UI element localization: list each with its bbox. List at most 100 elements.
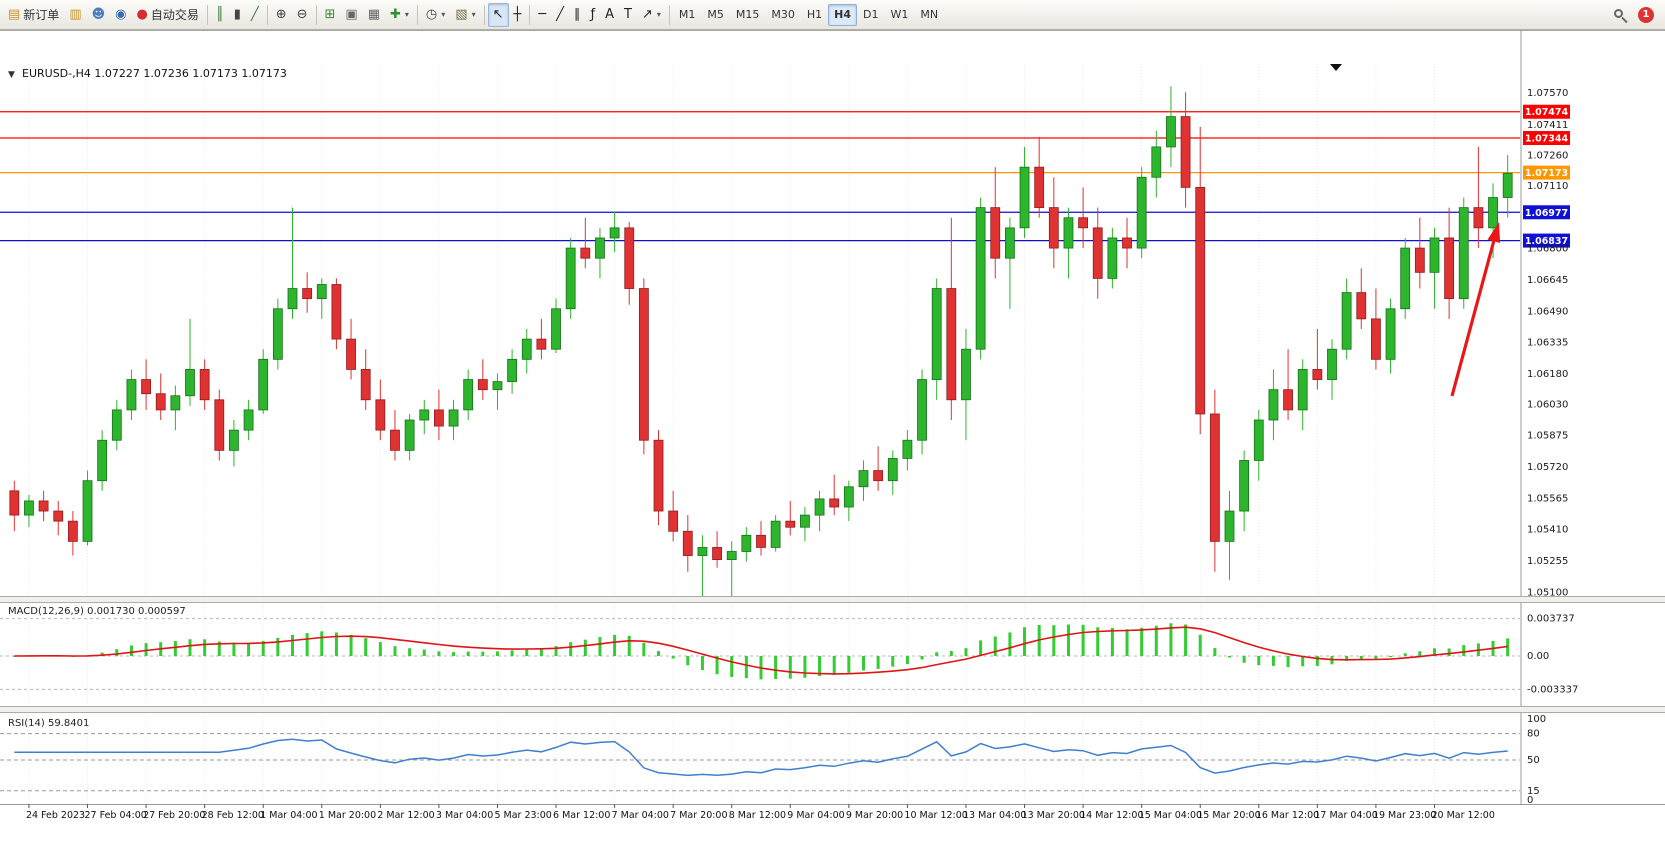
charts-button[interactable]: ▥ — [64, 3, 86, 27]
toolbar-separator — [529, 4, 531, 25]
timeframe-w1-button[interactable]: W1 — [890, 8, 909, 21]
time-axis-label: 28 Feb 12:00 — [202, 810, 264, 821]
macd-histogram-bar — [774, 656, 778, 679]
trend-arrow-head[interactable] — [1487, 222, 1501, 243]
zoom-out-icon: ⊖ — [296, 7, 308, 22]
price-badge-1.06977 — [1523, 205, 1570, 220]
candle-body — [1034, 166, 1045, 209]
candle-body — [1429, 237, 1440, 273]
panel-splitter[interactable] — [0, 706, 1665, 712]
macd-histogram-bar — [1110, 627, 1114, 656]
macd-histogram-bar — [1242, 656, 1246, 663]
timeframe-m1-button[interactable]: M1 — [678, 8, 696, 21]
candlestick-chart-button[interactable]: ▮ — [229, 3, 246, 27]
macd-scale-bottom: -0.003337 — [1527, 684, 1578, 695]
price-badge-label: 1.06837 — [1525, 236, 1568, 247]
fibonacci-icon: ƒ — [590, 7, 596, 22]
candle-body — [917, 379, 927, 441]
macd-histogram-bar — [935, 652, 939, 656]
candle-body — [390, 429, 400, 451]
candle-body — [1268, 389, 1279, 421]
timeframe-m30-button[interactable]: M30 — [771, 8, 795, 21]
price-axis-label: 1.07570 — [1527, 88, 1568, 99]
periods-button[interactable]: ◷ ▾ — [421, 3, 450, 27]
new-order-button[interactable]: ▤ 新订单 — [3, 3, 64, 27]
rsi-label: RSI(14) 59.8401 — [8, 718, 89, 729]
candle-body — [1048, 207, 1059, 249]
templates-button[interactable]: ▧ ▾ — [450, 3, 480, 27]
candle-body — [185, 369, 195, 397]
candle-body — [1341, 292, 1352, 350]
crosshair-button[interactable]: ┼ — [509, 3, 527, 27]
timeframe-m15-button[interactable]: M15 — [735, 8, 760, 21]
macd-histogram-bar — [495, 651, 499, 656]
text-label-button[interactable]: T — [619, 3, 637, 27]
candle-body — [609, 227, 620, 239]
macd-histogram-bar — [129, 645, 133, 656]
candle-body — [1107, 237, 1118, 279]
search-icon[interactable] — [1612, 7, 1628, 23]
candle-body — [521, 338, 532, 360]
cascade-windows-icon: ▣ — [345, 7, 358, 22]
web-terminal-button[interactable]: ◉ — [110, 3, 131, 27]
time-axis-label: 5 Mar 23:00 — [494, 810, 551, 821]
zoom-in-button[interactable]: ⊕ — [271, 3, 292, 27]
macd-histogram-bar — [1096, 627, 1100, 656]
profile-button[interactable]: ☻ — [87, 3, 111, 27]
line-chart-button[interactable]: ╱ — [246, 3, 264, 27]
rsi-scale-label: 80 — [1527, 729, 1540, 740]
macd-histogram-bar — [320, 631, 324, 656]
candle-body — [1136, 176, 1147, 249]
cascade-windows-button[interactable]: ▣ — [340, 3, 362, 27]
macd-histogram-bar — [539, 648, 543, 656]
text-button[interactable]: A — [600, 3, 619, 27]
tile-windows-button[interactable]: ⊞ — [320, 3, 341, 27]
templates-dropdown-arrow: ▾ — [471, 10, 476, 19]
candle-body — [1488, 197, 1498, 229]
macd-histogram-bar — [847, 656, 851, 673]
macd-histogram-bar — [437, 651, 441, 656]
timeframe-h1-button[interactable]: H1 — [806, 8, 823, 21]
candle-body — [551, 308, 561, 350]
zoom-out-button[interactable]: ⊖ — [292, 3, 313, 27]
fibonacci-button[interactable]: ƒ — [585, 3, 600, 27]
chart-shift-marker[interactable] — [1330, 64, 1342, 71]
timeframe-m5-button[interactable]: M5 — [707, 8, 724, 21]
horizontal-line-button[interactable]: ─ — [533, 3, 551, 27]
macd-histogram-bar — [217, 641, 221, 656]
panel-splitter[interactable] — [0, 596, 1665, 602]
cursor-button[interactable]: ↖ — [487, 2, 509, 27]
time-axis-label: 14 Mar 12:00 — [1080, 810, 1143, 821]
time-axis-label: 3 Mar 04:00 — [436, 810, 493, 821]
trendline-button[interactable]: ╱ — [551, 3, 569, 27]
new-chart-button[interactable]: ✚ ▾ — [385, 3, 414, 27]
time-axis-label: 16 Mar 12:00 — [1256, 810, 1319, 821]
timeframe-h4-button[interactable]: H4 — [828, 3, 857, 26]
macd-histogram-bar — [276, 637, 280, 656]
time-axis-label: 24 Feb 2023 — [26, 810, 85, 821]
toolbar-separator — [668, 4, 670, 25]
macd-histogram-bar — [1389, 656, 1393, 658]
trend-arrow-line[interactable] — [1450, 240, 1496, 397]
timeframe-mn-button[interactable]: MN — [920, 8, 939, 21]
zoom-in-icon: ⊕ — [275, 7, 287, 22]
macd-histogram-bar — [1125, 629, 1129, 656]
notification-badge[interactable]: 1 — [1638, 6, 1654, 23]
candle-body — [624, 227, 635, 289]
bar-chart-button[interactable]: ║ — [211, 3, 229, 27]
macd-histogram-bar — [1271, 656, 1275, 666]
autotrading-button[interactable]: ● 自动交易 — [132, 3, 204, 27]
candle-body — [1297, 369, 1308, 411]
time-axis-label: 17 Mar 04:00 — [1314, 810, 1377, 821]
timeframe-d1-button[interactable]: D1 — [863, 8, 879, 21]
window-list-button[interactable]: ▦ — [363, 3, 385, 27]
new-chart-dropdown-arrow: ▾ — [404, 10, 409, 19]
symbol-dropdown-icon[interactable]: ▼ — [8, 70, 15, 80]
price-chart-canvas[interactable]: 1.07474 1.07344 1.07173 1.06977 1.06837 1.075… — [0, 30, 1665, 850]
macd-histogram-bar — [364, 638, 368, 656]
shapes-button[interactable]: ↗ ▾ — [637, 3, 666, 27]
window-list-icon: ▦ — [367, 7, 380, 22]
time-axis-label: 9 Mar 04:00 — [787, 810, 844, 821]
channel-button[interactable]: ∥ — [569, 3, 586, 27]
candle-body — [155, 393, 166, 411]
